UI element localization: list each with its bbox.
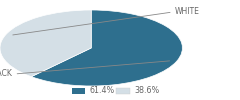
FancyBboxPatch shape: [72, 88, 85, 94]
Text: WHITE: WHITE: [175, 8, 200, 16]
Wedge shape: [31, 10, 182, 86]
Text: 38.6%: 38.6%: [134, 86, 160, 96]
Text: BLACK: BLACK: [0, 70, 12, 78]
Wedge shape: [0, 10, 91, 77]
Text: 61.4%: 61.4%: [90, 86, 115, 96]
FancyBboxPatch shape: [116, 88, 130, 94]
